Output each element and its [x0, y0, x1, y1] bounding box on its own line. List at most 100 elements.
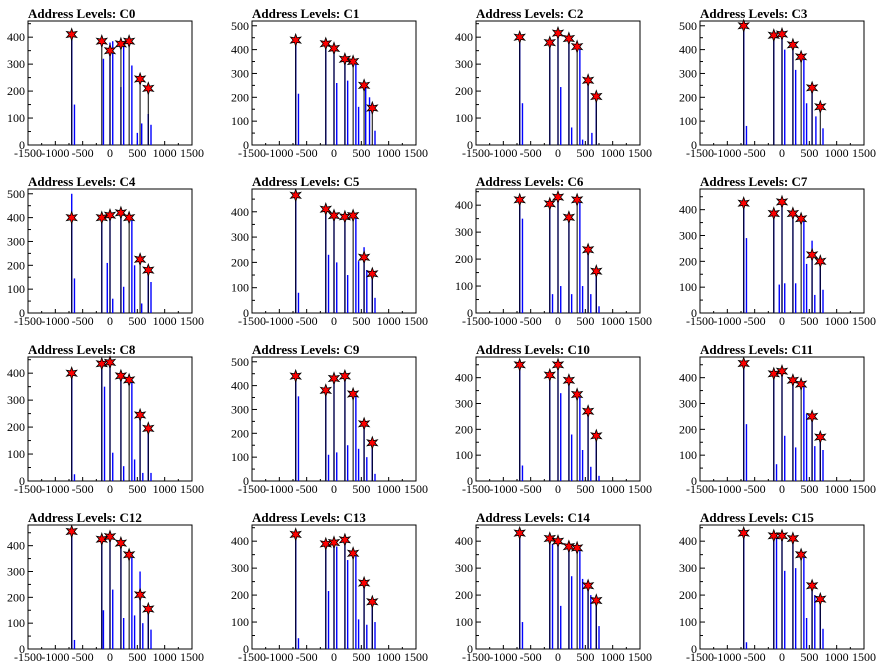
y-tick-label: 200 [7, 590, 25, 604]
x-tick-label: 1000 [153, 650, 177, 664]
x-tick-label: 1000 [153, 482, 177, 496]
x-tick-label: 1000 [825, 146, 849, 160]
level-marker [590, 593, 603, 608]
level-marker [513, 192, 526, 208]
y-tick-label: 100 [231, 615, 249, 629]
level-marker [289, 527, 302, 542]
level-marker [551, 357, 565, 373]
level-marker [513, 525, 526, 541]
level-marker [366, 100, 379, 116]
y-tick-label: 300 [231, 230, 249, 244]
x-tick-label: 500 [576, 146, 594, 160]
level-marker [65, 27, 78, 42]
level-marker [562, 31, 576, 46]
x-tick-label: 500 [576, 314, 594, 328]
x-tick-label: 500 [352, 314, 370, 328]
x-tick-label: -1000 [265, 314, 293, 328]
level-marker [357, 78, 371, 93]
x-tick-label: 1000 [601, 482, 625, 496]
y-tick-label: 400 [679, 43, 697, 57]
panel-3: Address Levels: C31002003004005000-1500-… [679, 6, 876, 160]
x-tick-label: 0 [107, 146, 113, 160]
level-marker [570, 387, 584, 402]
level-marker [814, 429, 827, 445]
y-tick-label: 200 [231, 426, 249, 440]
y-tick-label: 200 [231, 588, 249, 602]
level-marker [346, 386, 360, 402]
level-marker [767, 528, 781, 544]
x-tick-label: -1500 [14, 482, 42, 496]
y-tick-label: 300 [7, 234, 25, 248]
level-marker [114, 535, 128, 551]
x-tick-label: 0 [555, 482, 561, 496]
level-marker [338, 532, 352, 548]
x-tick-label: 0 [555, 314, 561, 328]
x-tick-label: 0 [107, 314, 113, 328]
level-marker [737, 356, 750, 371]
level-marker [551, 189, 565, 205]
x-tick-label: -1500 [238, 650, 266, 664]
level-marker [65, 524, 78, 539]
x-tick-label: -500 [744, 650, 766, 664]
level-marker [562, 210, 576, 225]
panel-title: Address Levels: C6 [476, 174, 584, 189]
y-zero-label: 0 [19, 642, 25, 656]
x-tick-label: -500 [72, 482, 94, 496]
x-tick-label: 1500 [628, 146, 652, 160]
level-marker [103, 43, 117, 58]
x-tick-label: 0 [107, 482, 113, 496]
level-marker [543, 196, 557, 212]
level-marker [122, 210, 136, 225]
y-zero-label: 0 [467, 642, 473, 656]
x-tick-label: 1500 [852, 314, 876, 328]
level-marker [775, 528, 789, 544]
level-marker [737, 18, 750, 34]
y-tick-label: 400 [231, 379, 249, 393]
y-tick-label: 100 [7, 447, 25, 461]
x-tick-label: -1000 [489, 482, 517, 496]
y-tick-label: 400 [231, 534, 249, 548]
level-marker [786, 206, 800, 221]
level-marker [562, 539, 576, 554]
y-zero-label: 0 [691, 474, 697, 488]
y-tick-label: 100 [231, 450, 249, 464]
x-tick-label: -1500 [14, 314, 42, 328]
x-tick-label: -1000 [41, 482, 69, 496]
x-tick-label: -1000 [265, 650, 293, 664]
y-tick-label: 500 [679, 19, 697, 33]
panel-title: Address Levels: C9 [252, 342, 360, 357]
y-tick-label: 300 [7, 565, 25, 579]
level-marker [794, 547, 808, 562]
x-tick-label: 1000 [377, 650, 401, 664]
x-tick-label: 0 [331, 314, 337, 328]
x-tick-label: -1000 [713, 314, 741, 328]
panel-title: Address Levels: C7 [700, 174, 808, 189]
level-marker [327, 41, 341, 56]
level-marker [357, 416, 371, 432]
x-tick-label: 500 [128, 650, 146, 664]
x-tick-label: -1000 [713, 146, 741, 160]
x-tick-label: 500 [352, 650, 370, 664]
y-tick-label: 300 [231, 66, 249, 80]
y-tick-label: 200 [679, 254, 697, 268]
x-tick-label: -500 [296, 650, 318, 664]
panel-title: Address Levels: C3 [700, 6, 808, 21]
x-tick-label: -500 [72, 314, 94, 328]
level-marker [581, 242, 595, 257]
y-zero-label: 0 [467, 138, 473, 152]
x-tick-label: 500 [352, 482, 370, 496]
x-tick-label: -500 [72, 650, 94, 664]
level-marker [366, 435, 379, 451]
level-marker [95, 33, 109, 49]
level-marker [590, 263, 603, 279]
x-tick-label: 500 [576, 482, 594, 496]
level-marker [551, 25, 565, 41]
level-marker [319, 201, 333, 217]
x-tick-label: -1500 [462, 650, 490, 664]
x-tick-label: 1500 [852, 146, 876, 160]
